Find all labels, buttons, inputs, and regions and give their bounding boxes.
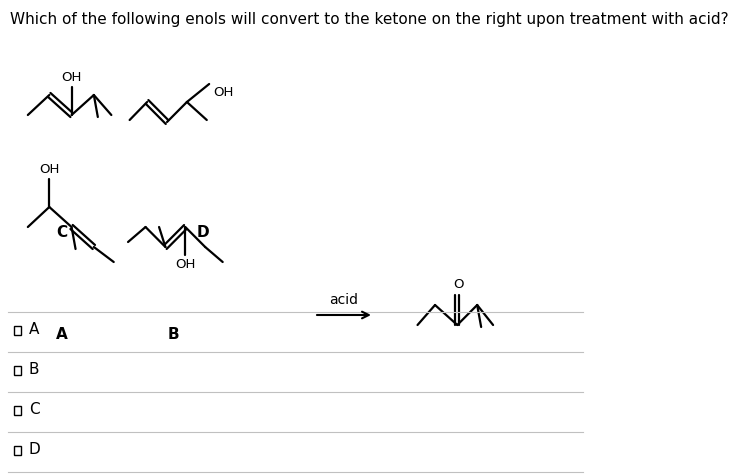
Bar	[14, 365, 22, 374]
Text: C: C	[29, 402, 39, 418]
Bar	[14, 406, 22, 415]
Text: B: B	[168, 327, 179, 342]
Text: D: D	[29, 443, 40, 457]
Text: A: A	[29, 323, 39, 338]
Text: OH: OH	[213, 86, 233, 98]
Text: A: A	[56, 327, 68, 342]
Text: acid: acid	[329, 293, 358, 307]
Text: Which of the following enols will convert to the ketone on the right upon treatm: Which of the following enols will conver…	[10, 12, 728, 27]
Text: OH: OH	[62, 71, 82, 84]
Text: OH: OH	[39, 163, 59, 176]
Text: OH: OH	[175, 258, 195, 271]
Bar	[14, 446, 22, 455]
Text: O: O	[454, 278, 464, 291]
Text: B: B	[29, 362, 39, 378]
Bar	[14, 325, 22, 334]
Text: C: C	[56, 225, 68, 240]
Text: D: D	[196, 225, 209, 240]
